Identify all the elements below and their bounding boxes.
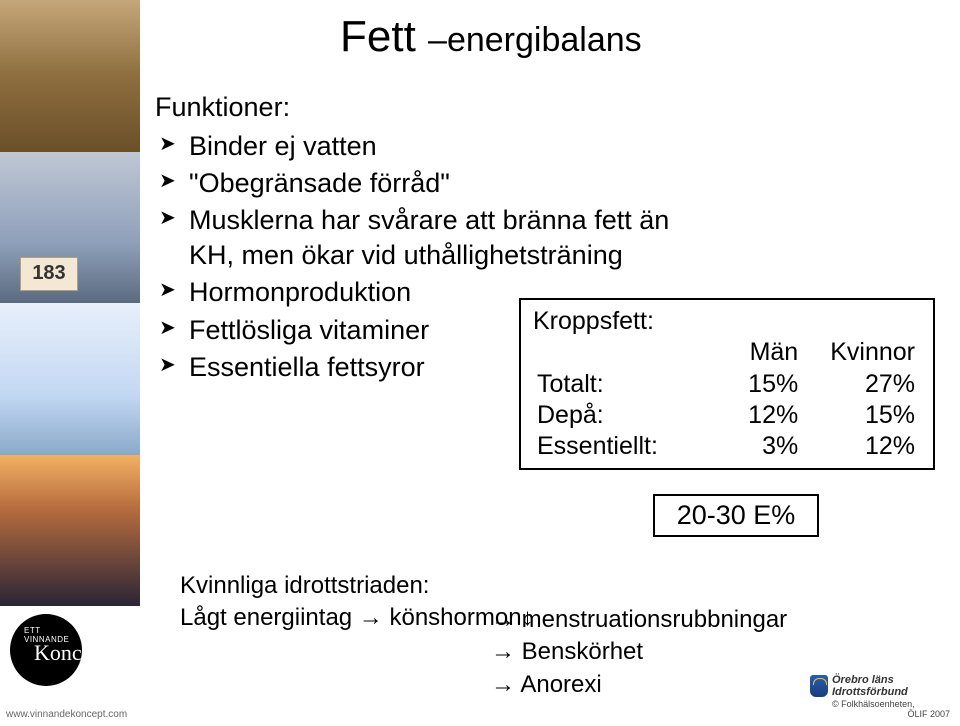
table-cell: 3% [711,431,816,462]
row-label: Essentiellt: [533,431,711,462]
slide-title: Fett –energibalans [340,12,642,62]
list-item: Binder ej vatten [155,129,715,164]
kroppsfett-table: Män Kvinnor Totalt: 15% 27% Depå: 12% 15… [533,337,921,462]
functions-heading: Funktioner: [155,90,715,125]
table-row: Män Kvinnor [533,337,921,368]
photo-swimmer [0,0,140,152]
table-row: Totalt: 15% 27% [533,369,921,400]
photo-mountain-sunset [0,455,140,607]
row-label: Totalt: [533,369,711,400]
table-row: Essentiellt: 3% 12% [533,431,921,462]
table-cell: 27% [816,369,921,400]
table-cell: 15% [711,369,816,400]
list-item: "Obegränsade förråd" [155,166,715,201]
left-image-strip: 183 ETT VINNANDE Koncept www.vinnandekon… [0,0,140,726]
table-cell: 12% [711,400,816,431]
footer-olif-logo: Örebro läns Idrottsförbund © Folkhälsoen… [810,674,950,720]
triad-cont-line: → Benskörhet [491,636,787,668]
footer-org-line2: Idrottsförbund [832,686,908,698]
photo-milk-glass [0,303,140,455]
triad-cont-line: → Anorexi [491,669,787,701]
row-label: Depå: [533,400,711,431]
triad-heading: Kvinnliga idrottstriaden: [180,570,940,602]
kroppsfett-box: Kroppsfett: Män Kvinnor Totalt: 15% 27% … [519,298,935,470]
col-header-kvinnor: Kvinnor [816,337,921,368]
logo-circle: ETT VINNANDE Koncept [10,614,82,686]
shield-icon [810,675,828,697]
table-cell: 12% [816,431,921,462]
runner-bib-number: 183 [20,257,78,291]
triad-continuation: → menstruationsrubbningar → Benskörhet →… [491,604,787,701]
kroppsfett-heading: Kroppsfett: [533,306,921,337]
title-sub: –energibalans [428,21,642,59]
photo-runner: 183 [0,152,140,304]
logo-script-text: Koncept [34,644,109,662]
list-item: Musklerna har svårare att bränna fett än… [155,203,715,273]
energy-percent-box: 20-30 E% [653,494,819,537]
table-cell: 15% [816,400,921,431]
triad-line2: Lågt energiintag → könshormon↓ [180,604,534,631]
slide: 183 ETT VINNANDE Koncept www.vinnandekon… [0,0,960,726]
table-row: Depå: 12% 15% [533,400,921,431]
col-header-men: Män [711,337,816,368]
footer-year: ÖLIF 2007 [810,710,950,720]
triad-cont-line: → menstruationsrubbningar [491,604,787,636]
footer-org-line1: Örebro läns [832,674,908,686]
table-cell [533,337,711,368]
title-main: Fett [340,12,428,61]
vinnande-koncept-logo: ETT VINNANDE Koncept www.vinnandekoncept… [0,606,140,726]
logo-url: www.vinnandekoncept.com [6,709,127,720]
